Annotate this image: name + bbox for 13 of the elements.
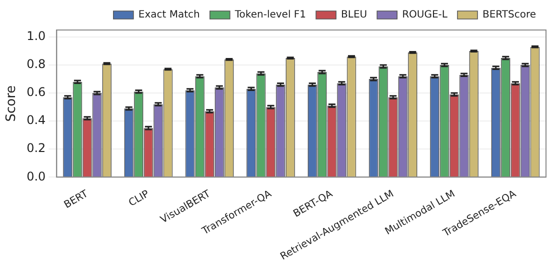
y-tick-label: 0.2 [26, 141, 46, 156]
legend-label: Token-level F1 [234, 10, 306, 21]
legend-label: BLEU [341, 10, 368, 21]
legend-label: Exact Match [138, 10, 200, 21]
x-tick-label: CLIP [127, 188, 152, 209]
y-tick-label: 0.4 [26, 113, 46, 128]
legend-label: ROUGE-L [402, 10, 448, 21]
y-tick-label: 1.0 [26, 29, 46, 44]
y-tick-label: 0.6 [26, 85, 46, 100]
y-tick-label: 0.0 [26, 169, 46, 184]
y-axis-title: Score [4, 85, 20, 122]
legend-label: BERTScore [482, 10, 536, 21]
y-tick-label: 0.8 [26, 57, 46, 72]
